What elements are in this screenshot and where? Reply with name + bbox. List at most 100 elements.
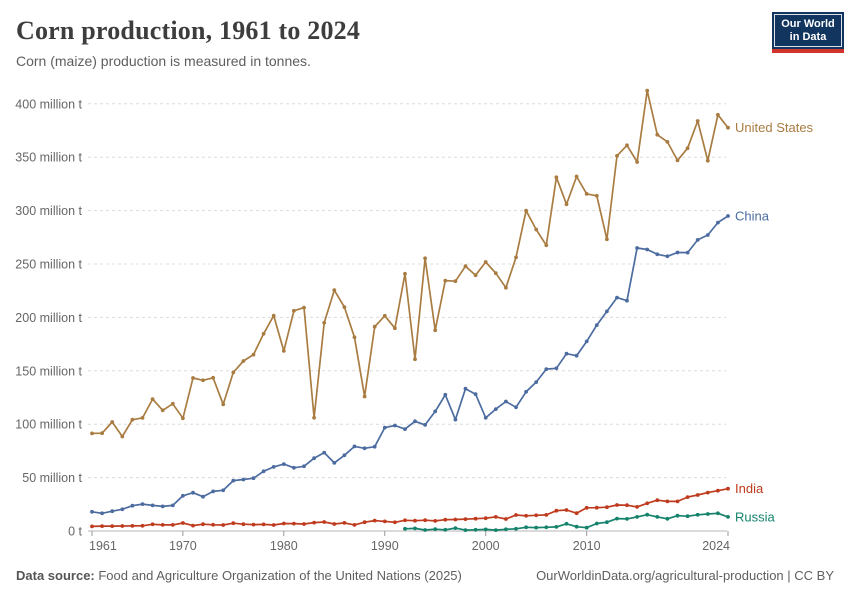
- series-point-india: [251, 522, 256, 527]
- series-point-india: [594, 505, 599, 510]
- chart-footer: Data source: Food and Agriculture Organi…: [16, 568, 834, 583]
- series-point-china: [211, 489, 216, 494]
- series-point-united-states: [382, 313, 387, 318]
- series-line-india[interactable]: [91, 487, 729, 528]
- series-point-russia: [635, 515, 639, 519]
- series-point-united-states: [342, 305, 347, 309]
- series-point-india: [443, 517, 448, 522]
- series-point-china: [524, 389, 528, 394]
- series-point-united-states: [251, 352, 256, 357]
- series-point-china: [130, 503, 135, 508]
- series-point-india: [483, 516, 488, 521]
- series-point-india: [322, 520, 327, 524]
- series-point-china: [695, 238, 700, 242]
- series-point-china: [665, 254, 670, 259]
- series-point-india: [292, 521, 296, 526]
- y-axis-tick-label: 300 million t: [15, 204, 82, 218]
- data-source: Data source: Food and Agriculture Organi…: [16, 568, 462, 583]
- series-point-united-states: [675, 158, 680, 163]
- series-point-china: [241, 477, 246, 482]
- series-point-united-states: [423, 256, 427, 261]
- series-point-china: [625, 298, 629, 303]
- series-point-india: [312, 520, 316, 525]
- series-point-india: [261, 522, 266, 527]
- series-point-india: [201, 522, 205, 527]
- series-line-russia[interactable]: [404, 512, 729, 531]
- series-point-united-states: [221, 402, 226, 407]
- y-axis-tick-label: 350 million t: [15, 151, 82, 165]
- series-point-china: [90, 509, 94, 514]
- series-point-india: [372, 518, 377, 523]
- series-point-india: [726, 486, 730, 491]
- series-point-russia: [584, 525, 589, 530]
- owid-link[interactable]: OurWorldinData.org/agricultural-producti…: [536, 568, 834, 583]
- series-point-russia: [534, 525, 539, 530]
- series-point-china: [322, 450, 327, 455]
- series-point-united-states: [261, 331, 266, 336]
- series-point-india: [221, 523, 226, 527]
- series-point-russia: [463, 528, 468, 532]
- series-point-india: [140, 523, 145, 528]
- series-point-united-states: [615, 153, 619, 158]
- series-point-united-states: [584, 192, 589, 196]
- series-point-china: [645, 247, 650, 252]
- page-title: Corn production, 1961 to 2024: [16, 16, 361, 45]
- series-point-united-states: [201, 378, 205, 383]
- series-point-united-states: [393, 326, 397, 331]
- series-point-china: [372, 444, 377, 449]
- owid-logo[interactable]: Our World in Data: [772, 12, 844, 53]
- series-point-united-states: [625, 143, 629, 148]
- series-point-india: [625, 503, 629, 508]
- series-point-india: [130, 524, 135, 528]
- series-point-india: [453, 517, 458, 522]
- series-point-united-states: [453, 279, 458, 284]
- series-point-china: [564, 351, 569, 356]
- series-point-china: [110, 509, 115, 514]
- owid-logo-box: Our World in Data: [772, 12, 844, 49]
- series-point-russia: [504, 527, 508, 532]
- series-point-india: [493, 515, 498, 519]
- series-point-india: [362, 520, 367, 525]
- series-point-china: [514, 405, 518, 410]
- series-point-united-states: [403, 271, 407, 276]
- series-end-label-russia[interactable]: Russia: [735, 509, 776, 524]
- series-point-china: [221, 488, 226, 493]
- series-point-china: [140, 502, 145, 506]
- series-point-united-states: [160, 408, 165, 413]
- series-point-united-states: [483, 260, 488, 264]
- series-point-united-states: [685, 146, 690, 151]
- series-point-china: [382, 425, 387, 430]
- x-axis-tick-label: 1990: [371, 539, 399, 553]
- y-axis-tick-label: 400 million t: [15, 97, 82, 111]
- series-line-china[interactable]: [91, 215, 729, 515]
- series-point-russia: [544, 525, 549, 530]
- x-axis-tick-label: 1980: [270, 539, 298, 553]
- series-point-india: [90, 524, 94, 529]
- series-end-label-india[interactable]: India: [735, 481, 764, 496]
- series-end-label-united-states[interactable]: United States: [735, 120, 814, 135]
- series-point-china: [413, 419, 417, 424]
- series-point-china: [554, 366, 559, 371]
- series-point-russia: [665, 516, 670, 521]
- series-point-china: [261, 469, 266, 474]
- series-point-india: [574, 511, 579, 516]
- series-point-india: [170, 523, 175, 527]
- series-point-india: [655, 498, 660, 503]
- series-point-united-states: [564, 202, 569, 207]
- series-point-united-states: [241, 359, 246, 363]
- series-point-russia: [615, 516, 619, 521]
- series-point-united-states: [504, 285, 508, 290]
- x-axis-tick-label: 1961: [89, 539, 117, 553]
- series-point-china: [292, 465, 296, 470]
- y-axis-tick-label: 150 million t: [15, 364, 82, 378]
- series-point-russia: [554, 525, 559, 529]
- series-point-india: [382, 519, 387, 524]
- series-point-india: [211, 522, 216, 527]
- series-line-united-states[interactable]: [91, 89, 729, 438]
- series-point-russia: [514, 526, 518, 531]
- series-end-label-china[interactable]: China: [735, 209, 770, 224]
- series-point-india: [352, 523, 357, 527]
- series-point-russia: [645, 512, 650, 517]
- series-point-china: [453, 417, 458, 422]
